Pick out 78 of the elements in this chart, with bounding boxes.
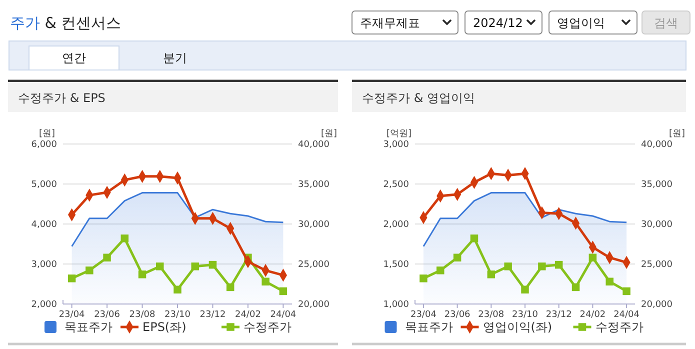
- point: [68, 274, 76, 282]
- point: [120, 234, 129, 242]
- y-tick-label: 2,000: [383, 220, 410, 230]
- y2-axis-title: [원]: [668, 129, 685, 139]
- y2-tick-label: 35,000: [641, 180, 673, 190]
- point: [588, 254, 597, 262]
- point: [538, 262, 546, 270]
- x-tick-label: 23/08: [129, 310, 156, 320]
- point: [606, 278, 614, 286]
- y2-tick-label: 20,000: [641, 300, 673, 310]
- text: 검색: [654, 16, 678, 30]
- text: 2024/12: [473, 16, 523, 30]
- x-tick-label: 23/12: [546, 310, 572, 320]
- y-tick-label: 3,000: [31, 260, 58, 270]
- x-tick-label: 23/04: [58, 310, 86, 320]
- point: [572, 283, 580, 292]
- legend-label: 수정주가: [244, 320, 292, 334]
- y-tick-label: 6,000: [31, 140, 58, 150]
- point: [226, 283, 234, 292]
- x-tick-label: 24/04: [270, 310, 296, 320]
- point: [208, 260, 217, 269]
- point: [86, 266, 94, 274]
- x-tick-label: 24/04: [614, 310, 640, 320]
- point: [487, 270, 496, 278]
- text: 분기: [163, 51, 187, 65]
- y2-axis-title: [원]: [320, 129, 337, 139]
- y2-tick-label: 25,000: [298, 260, 330, 270]
- text: 연간: [62, 51, 86, 65]
- point: [103, 254, 111, 262]
- x-tick-label: 23/06: [444, 310, 471, 320]
- y-axis-title: [원]: [38, 129, 56, 139]
- y2-tick-label: 35,000: [298, 180, 330, 190]
- x-tick-label: 23/06: [94, 310, 120, 320]
- legend-label: 수정주가: [595, 320, 644, 334]
- x-tick-label: 23/08: [478, 310, 504, 320]
- point: [279, 287, 288, 296]
- point: [174, 286, 182, 294]
- y2-tick-label: 20,000: [298, 300, 330, 310]
- text: 영업이익: [557, 16, 605, 30]
- y2-tick-label: 25,000: [641, 260, 673, 270]
- y2-tick-label: 40,000: [298, 140, 330, 150]
- point: [622, 287, 630, 296]
- point: [262, 278, 270, 286]
- point: [138, 270, 146, 278]
- y-tick-label: 4,000: [31, 220, 58, 230]
- text: 주가 & 컨센서스: [10, 14, 122, 32]
- y2-tick-label: 30,000: [298, 220, 330, 230]
- x-tick-label: 24/02: [234, 310, 261, 320]
- y2-tick-label: 40,000: [641, 140, 673, 150]
- x-tick-label: 24/02: [580, 310, 606, 320]
- x-tick-label: 23/10: [164, 310, 191, 320]
- point: [156, 262, 164, 270]
- legend-label: EPS(좌): [142, 320, 186, 334]
- point: [453, 254, 462, 262]
- y-tick-label: 2,000: [31, 300, 58, 310]
- point: [554, 260, 563, 269]
- point: [470, 234, 478, 242]
- y2-tick-label: 30,000: [641, 220, 673, 230]
- text: 주재무제표: [360, 16, 420, 30]
- y-tick-label: 1,000: [383, 300, 410, 310]
- point: [191, 262, 199, 270]
- y-tick-label: 2,500: [383, 180, 410, 190]
- point: [504, 262, 512, 270]
- x-tick-label: 23/12: [200, 310, 226, 320]
- chart-title: 수정주가 & EPS: [18, 91, 106, 105]
- point: [436, 266, 444, 274]
- y-tick-label: 5,000: [31, 180, 58, 190]
- point: [420, 274, 428, 282]
- y-tick-label: 3,000: [383, 140, 410, 150]
- legend-label: 목표주가: [404, 320, 453, 334]
- point: [521, 286, 529, 294]
- y-tick-label: 1,500: [383, 260, 410, 270]
- legend-label: 영업이익(좌): [482, 320, 552, 334]
- chart-title: 수정주가 & 영업이익: [362, 91, 475, 105]
- x-tick-label: 23/10: [512, 310, 538, 320]
- y-axis-title: [억원]: [386, 129, 412, 139]
- x-tick-label: 23/04: [410, 310, 437, 320]
- legend-label: 목표주가: [64, 320, 112, 334]
